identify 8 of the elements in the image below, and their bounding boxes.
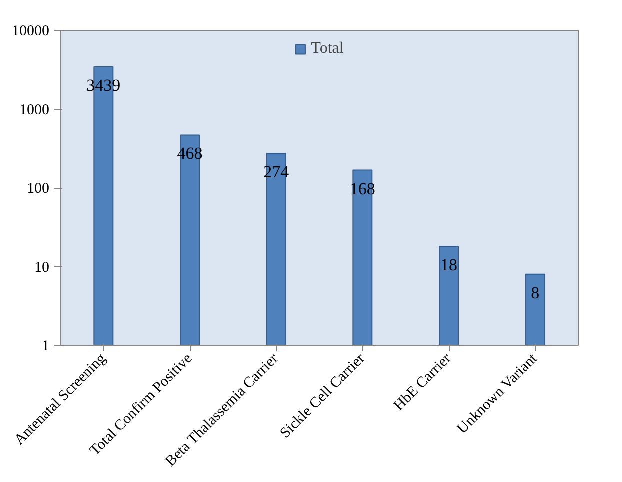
y-tick-label: 1000 — [20, 102, 50, 118]
data-label: 8 — [531, 283, 540, 302]
y-tick-label: 100 — [27, 181, 50, 197]
data-label: 18 — [440, 256, 458, 275]
legend-label: Total — [311, 40, 344, 58]
y-tick-label: 1 — [42, 338, 50, 354]
y-tick-label: 10000 — [12, 24, 50, 40]
y-tick-label: 10 — [34, 260, 50, 276]
